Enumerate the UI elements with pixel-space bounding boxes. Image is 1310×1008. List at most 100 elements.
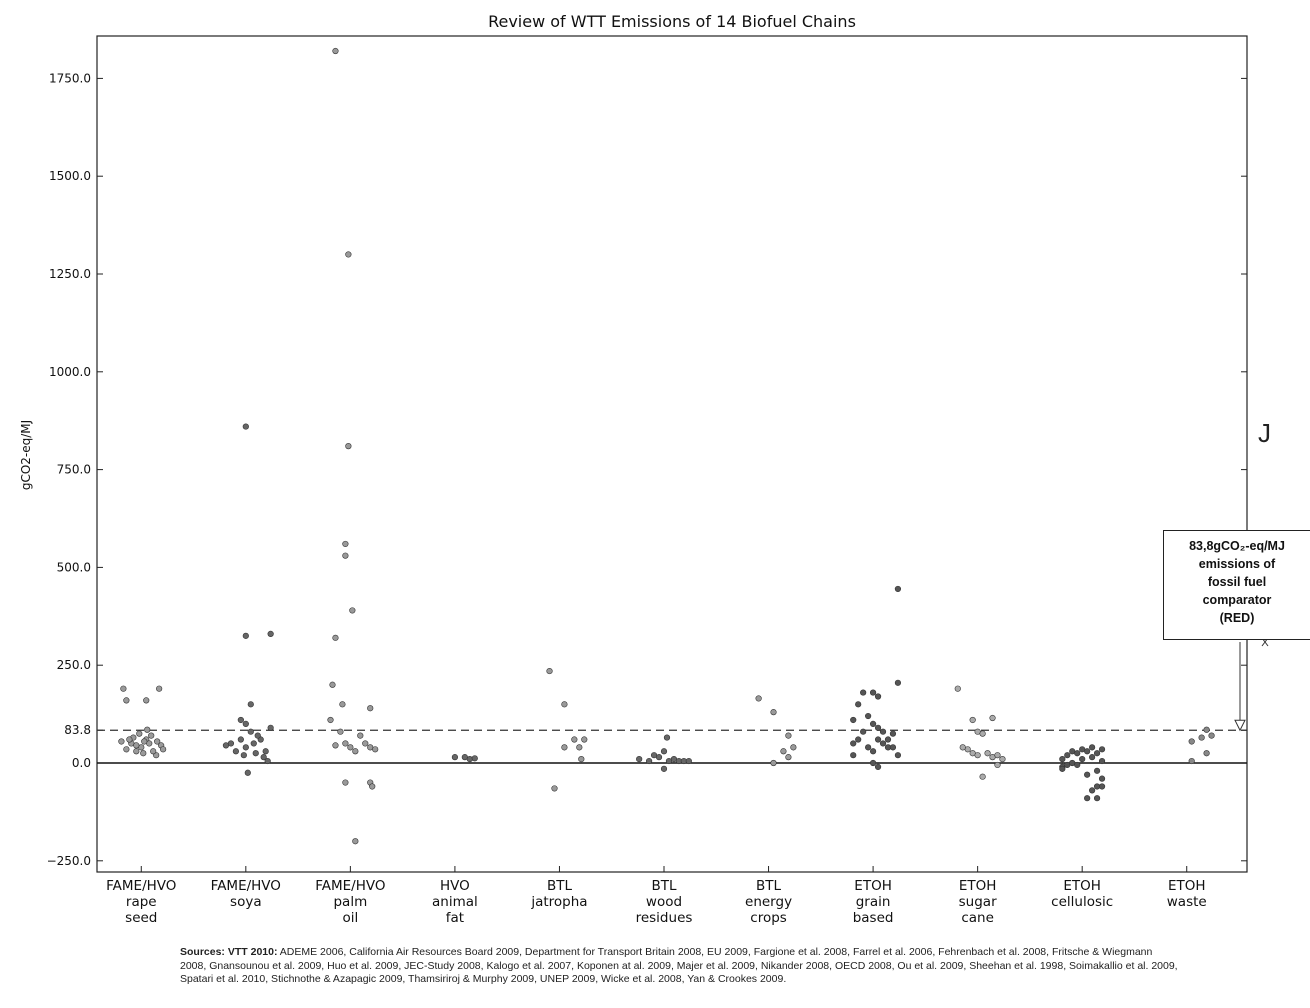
data-point [1089, 787, 1096, 794]
data-point [1208, 732, 1215, 739]
data-point [879, 740, 887, 747]
data-point [1188, 738, 1195, 745]
y-tick-label: 1000.0 [49, 365, 91, 379]
data-point [337, 728, 344, 735]
data-point [267, 630, 274, 638]
data-point [855, 736, 862, 743]
data-point [546, 667, 553, 675]
data-point [994, 761, 1001, 769]
data-point [1203, 750, 1210, 757]
data-point [1203, 726, 1210, 733]
fossil-comparator-callout: 83,8gCO₂-eq/MJ emissions of fossil fuel … [1163, 530, 1310, 640]
data-point [561, 744, 568, 751]
sources-lead: Sources: VTT 2010: [180, 946, 278, 958]
data-point [655, 754, 663, 761]
data-point [889, 730, 897, 737]
x-category-label: ETOH [1063, 878, 1101, 894]
data-point [362, 740, 369, 747]
x-category-label: soya [230, 894, 262, 910]
data-point [252, 750, 259, 757]
data-point [785, 732, 792, 739]
data-point [663, 734, 671, 741]
data-point [994, 752, 1001, 759]
callout-line-1: 83,8gCO₂-eq/MJ [1189, 539, 1285, 553]
data-point [118, 738, 125, 745]
x-category-label: ETOH [854, 878, 892, 894]
data-point [850, 752, 857, 759]
data-point [869, 748, 877, 755]
data-point [237, 736, 244, 743]
data-point [979, 730, 986, 737]
data-point [342, 779, 349, 786]
callout-arrow-head [1234, 719, 1246, 732]
x-category-label: seed [125, 910, 157, 926]
data-point [352, 838, 359, 845]
plot-frame [96, 35, 1248, 873]
data-point [367, 705, 374, 712]
data-point [1093, 750, 1101, 757]
data-point [247, 701, 254, 708]
data-point [1059, 765, 1066, 772]
x-category-label: palm [333, 894, 367, 910]
data-point [1098, 746, 1106, 753]
data-point [1098, 775, 1106, 782]
data-point [345, 251, 352, 258]
data-point [133, 742, 140, 749]
data-point [984, 750, 991, 757]
data-point [237, 716, 244, 724]
data-point [1084, 748, 1091, 755]
data-point [685, 757, 692, 765]
data-point [576, 744, 583, 751]
x-category-label: residues [636, 910, 693, 926]
x-category-label: fat [446, 910, 464, 926]
y-tick-label: 1500.0 [49, 169, 91, 183]
data-point [347, 744, 354, 751]
data-point [850, 740, 857, 747]
data-point [254, 732, 261, 739]
data-point [141, 738, 148, 745]
sources-text: ADEME 2006, California Air Resources Boa… [180, 946, 1178, 985]
x-category-label: FAME/HVO [315, 878, 385, 894]
data-point [232, 748, 239, 755]
data-point [123, 746, 130, 753]
stray-mark: J [1258, 418, 1271, 448]
x-category-label: BTL [547, 878, 573, 894]
data-point [571, 736, 578, 743]
x-category-label: cellulosic [1051, 894, 1113, 910]
chart-title: Review of WTT Emissions of 14 Biofuel Ch… [488, 12, 856, 31]
data-point [894, 585, 902, 593]
data-point [242, 720, 249, 727]
data-point [357, 732, 364, 739]
data-point [466, 755, 473, 763]
x-category-label: sugar [959, 894, 997, 910]
data-point [865, 744, 872, 751]
data-point [660, 748, 668, 755]
data-point [267, 724, 274, 731]
data-point [755, 695, 762, 702]
data-point [1098, 783, 1106, 790]
y-axis-label: gCO2-eq/MJ [19, 420, 33, 490]
y-tick-label: 500.0 [57, 560, 91, 574]
data-point [1188, 757, 1195, 765]
data-point [250, 740, 257, 747]
data-point [1089, 744, 1096, 751]
data-point [989, 714, 996, 722]
x-category-label: animal [432, 894, 478, 910]
data-point [329, 681, 336, 688]
data-point [1198, 734, 1205, 741]
x-category-label: FAME/HVO [106, 878, 176, 894]
data-point [869, 689, 877, 696]
data-point [126, 736, 133, 743]
data-point [874, 724, 882, 731]
data-point [974, 752, 981, 759]
data-point [869, 720, 877, 727]
data-point [1093, 767, 1101, 774]
data-point [874, 693, 882, 700]
x-category-label: crops [750, 910, 787, 926]
sources-note: Sources: VTT 2010: ADEME 2006, Californi… [180, 946, 1180, 987]
data-point [884, 736, 892, 743]
data-point [879, 728, 887, 735]
data-point [264, 757, 271, 765]
data-point [1098, 757, 1106, 765]
data-point [262, 748, 269, 755]
